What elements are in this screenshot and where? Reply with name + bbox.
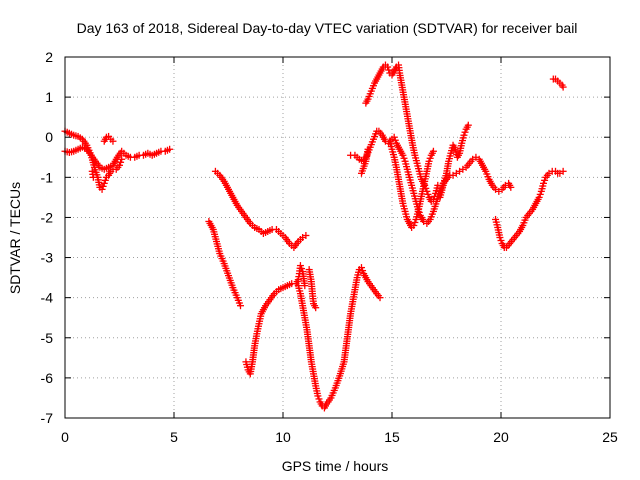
data-point (507, 183, 515, 191)
data-point (426, 154, 434, 162)
data-point (301, 282, 309, 290)
data-point (541, 176, 549, 184)
data-point (236, 302, 244, 310)
data-point (296, 262, 304, 270)
data-point (400, 154, 408, 162)
data-point (101, 176, 109, 184)
x-tick-label: 20 (493, 429, 509, 445)
y-tick-label: 1 (45, 89, 53, 105)
data-point (559, 167, 567, 175)
data-point (540, 179, 548, 187)
chart-title: Day 163 of 2018, Sidereal Day-to-day VTE… (77, 20, 578, 36)
data-point (425, 157, 433, 165)
data-point (536, 190, 544, 198)
data-point (460, 131, 468, 139)
data-point (559, 83, 567, 91)
data-point (100, 179, 108, 187)
y-tick-label: -2 (41, 209, 54, 225)
x-tick-label: 5 (170, 429, 178, 445)
data-point (357, 264, 365, 272)
data-point (312, 304, 320, 312)
y-tick-label: -3 (41, 250, 54, 266)
data-point (359, 267, 367, 275)
data-point (411, 218, 419, 226)
y-tick-label: 2 (45, 49, 53, 65)
data-point (89, 173, 97, 181)
data-point (364, 145, 372, 153)
data-point (109, 137, 117, 145)
data-point (314, 392, 322, 400)
axis-ticks: 0 5 10 15 20 25 -7 -6 -5 -4 -3 -2 -1 0 1 2 (41, 49, 618, 445)
data-point (376, 294, 384, 302)
x-axis-label: GPS time / hours (282, 458, 389, 474)
y-tick-label: -1 (41, 169, 54, 185)
data-point (390, 133, 398, 141)
data-point (410, 221, 418, 229)
y-axis-label: SDTVAR / TECUs (7, 182, 23, 294)
plot-frame (64, 56, 611, 419)
data-point (424, 190, 432, 198)
data-point (429, 195, 437, 203)
data-point (98, 185, 106, 193)
y-tick-label: -4 (41, 290, 54, 306)
data-point (429, 147, 437, 155)
data-point (298, 265, 306, 273)
data-point (315, 395, 323, 403)
data-point (535, 193, 543, 201)
data-point (431, 192, 439, 200)
data-point (391, 136, 399, 144)
x-tick-label: 0 (61, 429, 69, 445)
x-tick-label: 25 (602, 429, 618, 445)
data-point (464, 121, 472, 129)
x-tick-label: 10 (275, 429, 291, 445)
data-point (399, 151, 407, 159)
grid-lines (65, 57, 610, 418)
data-point (302, 231, 310, 239)
data-point (385, 66, 393, 74)
data-point (497, 237, 505, 245)
data-point (496, 234, 504, 241)
data-point (99, 182, 107, 190)
data-markers (61, 61, 567, 412)
data-point (116, 161, 123, 169)
y-tick-label: -7 (41, 410, 54, 426)
data-point (166, 145, 174, 153)
y-tick-label: -6 (41, 370, 54, 386)
data-point (384, 63, 392, 71)
data-point (117, 158, 125, 166)
x-tick-label: 15 (384, 429, 400, 445)
data-point (461, 128, 469, 136)
y-tick-label: -5 (41, 330, 54, 346)
y-tick-label: 0 (45, 129, 53, 145)
